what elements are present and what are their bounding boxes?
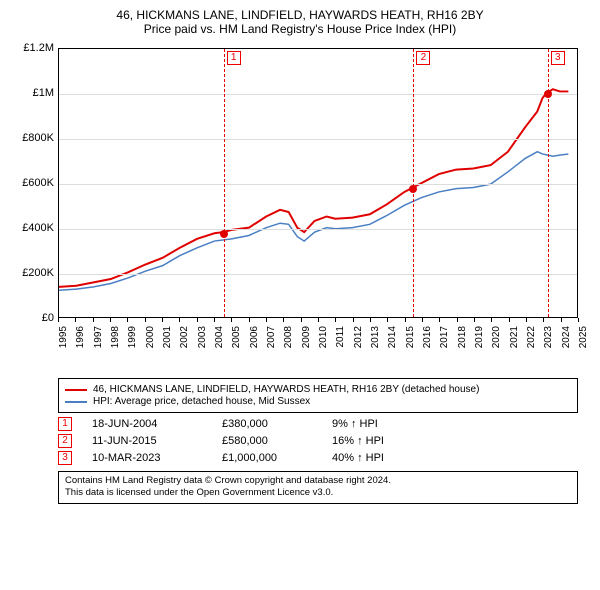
legend-item: 46, HICKMANS LANE, LINDFIELD, HAYWARDS H… bbox=[65, 384, 571, 395]
footer-line2: This data is licensed under the Open Gov… bbox=[65, 487, 571, 499]
legend-label: HPI: Average price, detached house, Mid … bbox=[93, 396, 310, 407]
transaction-price: £580,000 bbox=[222, 435, 332, 447]
x-tick-label: 2015 bbox=[405, 326, 416, 348]
legend-swatch bbox=[65, 389, 87, 391]
transaction-price: £380,000 bbox=[222, 418, 332, 430]
x-axis-labels: 1995 1996 1997 1998 1999 2000 2001 2002 2003 2004… bbox=[58, 322, 578, 372]
flag-line bbox=[413, 49, 414, 317]
gridline bbox=[59, 274, 577, 275]
chart-wrap: £0£200K£400K£600K£800K£1M£1.2M 123 19951… bbox=[10, 42, 590, 372]
x-tick-label: 2021 bbox=[509, 326, 520, 348]
x-tick-label: 2010 bbox=[318, 326, 329, 348]
x-tick-label: 2025 bbox=[578, 326, 589, 348]
x-tick bbox=[578, 318, 579, 322]
y-tick-label: £1M bbox=[33, 87, 54, 99]
x-tick-label: 2017 bbox=[439, 326, 450, 348]
x-tick-label: 2007 bbox=[266, 326, 277, 348]
x-tick-label: 2009 bbox=[301, 326, 312, 348]
transaction-marker bbox=[220, 230, 228, 238]
transaction-date: 11-JUN-2015 bbox=[92, 435, 222, 447]
gridline bbox=[59, 94, 577, 95]
transaction-pct-vs-hpi: 16% ↑ HPI bbox=[332, 435, 472, 447]
x-tick-label: 2022 bbox=[526, 326, 537, 348]
transaction-flag: 2 bbox=[58, 434, 72, 448]
legend: 46, HICKMANS LANE, LINDFIELD, HAYWARDS H… bbox=[58, 378, 578, 413]
x-tick-label: 2006 bbox=[249, 326, 260, 348]
x-tick-label: 1999 bbox=[127, 326, 138, 348]
gridline bbox=[59, 229, 577, 230]
x-tick-label: 2016 bbox=[422, 326, 433, 348]
x-tick-label: 1995 bbox=[58, 326, 69, 348]
transaction-marker bbox=[409, 185, 417, 193]
x-tick-label: 1997 bbox=[93, 326, 104, 348]
plot-area: 1 2 3 bbox=[58, 48, 578, 318]
transaction-flag: 1 bbox=[58, 417, 72, 431]
x-tick-label: 2011 bbox=[335, 326, 346, 348]
x-tick-label: 2012 bbox=[353, 326, 364, 348]
chart-container: 46, HICKMANS LANE, LINDFIELD, HAYWARDS H… bbox=[0, 0, 600, 508]
legend-swatch bbox=[65, 401, 87, 403]
footer-line1: Contains HM Land Registry data © Crown c… bbox=[65, 475, 571, 487]
title-subtitle: Price paid vs. HM Land Registry's House … bbox=[10, 22, 590, 36]
transaction-date: 18-JUN-2004 bbox=[92, 418, 222, 430]
y-tick-label: £0 bbox=[42, 312, 54, 324]
x-tick-label: 2019 bbox=[474, 326, 485, 348]
transactions-table: 1 18-JUN-2004£380,0009% ↑ HPI 2 11-JUN-2015… bbox=[58, 417, 578, 465]
gridline bbox=[59, 184, 577, 185]
flag-box: 3 bbox=[551, 51, 565, 65]
x-tick-label: 2024 bbox=[561, 326, 572, 348]
series-address bbox=[59, 89, 568, 287]
y-tick-label: £600K bbox=[22, 177, 54, 189]
x-tick-label: 2003 bbox=[197, 326, 208, 348]
flag-box: 1 bbox=[227, 51, 241, 65]
transaction-row: 1 18-JUN-2004£380,0009% ↑ HPI bbox=[58, 417, 578, 431]
y-tick-label: £200K bbox=[22, 267, 54, 279]
x-tick-label: 2018 bbox=[457, 326, 468, 348]
transaction-date: 10-MAR-2023 bbox=[92, 452, 222, 464]
transaction-row: 3 10-MAR-2023£1,000,00040% ↑ HPI bbox=[58, 451, 578, 465]
x-tick-label: 2005 bbox=[231, 326, 242, 348]
transaction-pct-vs-hpi: 40% ↑ HPI bbox=[332, 452, 472, 464]
transaction-marker bbox=[544, 90, 552, 98]
x-tick-label: 2000 bbox=[145, 326, 156, 348]
x-tick-label: 2008 bbox=[283, 326, 294, 348]
y-tick-label: £400K bbox=[22, 222, 54, 234]
y-tick-label: £1.2M bbox=[23, 42, 54, 54]
transaction-row: 2 11-JUN-2015£580,00016% ↑ HPI bbox=[58, 434, 578, 448]
transaction-pct-vs-hpi: 9% ↑ HPI bbox=[332, 418, 472, 430]
gridline bbox=[59, 139, 577, 140]
lines-svg bbox=[59, 49, 577, 317]
x-tick-label: 2002 bbox=[179, 326, 190, 348]
x-tick-label: 2001 bbox=[162, 326, 173, 348]
transaction-price: £1,000,000 bbox=[222, 452, 332, 464]
x-tick-label: 2020 bbox=[491, 326, 502, 348]
x-tick-label: 1996 bbox=[75, 326, 86, 348]
x-tick-label: 2004 bbox=[214, 326, 225, 348]
legend-item: HPI: Average price, detached house, Mid … bbox=[65, 396, 571, 407]
x-tick-label: 2023 bbox=[543, 326, 554, 348]
flag-box: 2 bbox=[416, 51, 430, 65]
x-tick-label: 2013 bbox=[370, 326, 381, 348]
title-address: 46, HICKMANS LANE, LINDFIELD, HAYWARDS H… bbox=[10, 8, 590, 22]
flag-line bbox=[224, 49, 225, 317]
y-axis-labels: £0£200K£400K£600K£800K£1M£1.2M bbox=[10, 48, 56, 318]
title-block: 46, HICKMANS LANE, LINDFIELD, HAYWARDS H… bbox=[10, 8, 590, 36]
x-tick-label: 1998 bbox=[110, 326, 121, 348]
transaction-flag: 3 bbox=[58, 451, 72, 465]
footer-attribution: Contains HM Land Registry data © Crown c… bbox=[58, 471, 578, 504]
legend-label: 46, HICKMANS LANE, LINDFIELD, HAYWARDS H… bbox=[93, 384, 479, 395]
y-tick-label: £800K bbox=[22, 132, 54, 144]
x-tick-label: 2014 bbox=[387, 326, 398, 348]
